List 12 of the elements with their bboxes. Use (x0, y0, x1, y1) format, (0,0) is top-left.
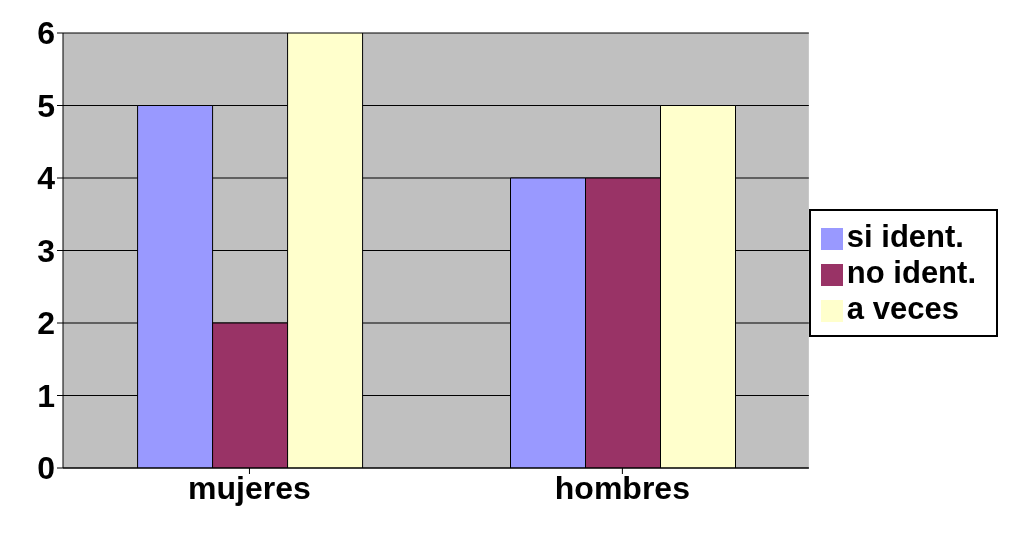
x-tick-label: mujeres (188, 469, 311, 506)
legend-label: si ident. (846, 219, 964, 254)
y-tick-label: 1 (37, 377, 55, 414)
legend-label: a veces (846, 291, 959, 326)
legend-label: no ident. (846, 255, 976, 290)
y-tick-label: 4 (37, 160, 56, 197)
y-tick-label: 6 (37, 15, 55, 52)
x-tick-label: hombres (554, 469, 690, 506)
y-tick-label: 2 (37, 305, 55, 342)
y-tick-label: 0 (37, 450, 55, 487)
y-tick-label: 5 (37, 87, 55, 124)
y-tick-label: 3 (37, 232, 55, 269)
